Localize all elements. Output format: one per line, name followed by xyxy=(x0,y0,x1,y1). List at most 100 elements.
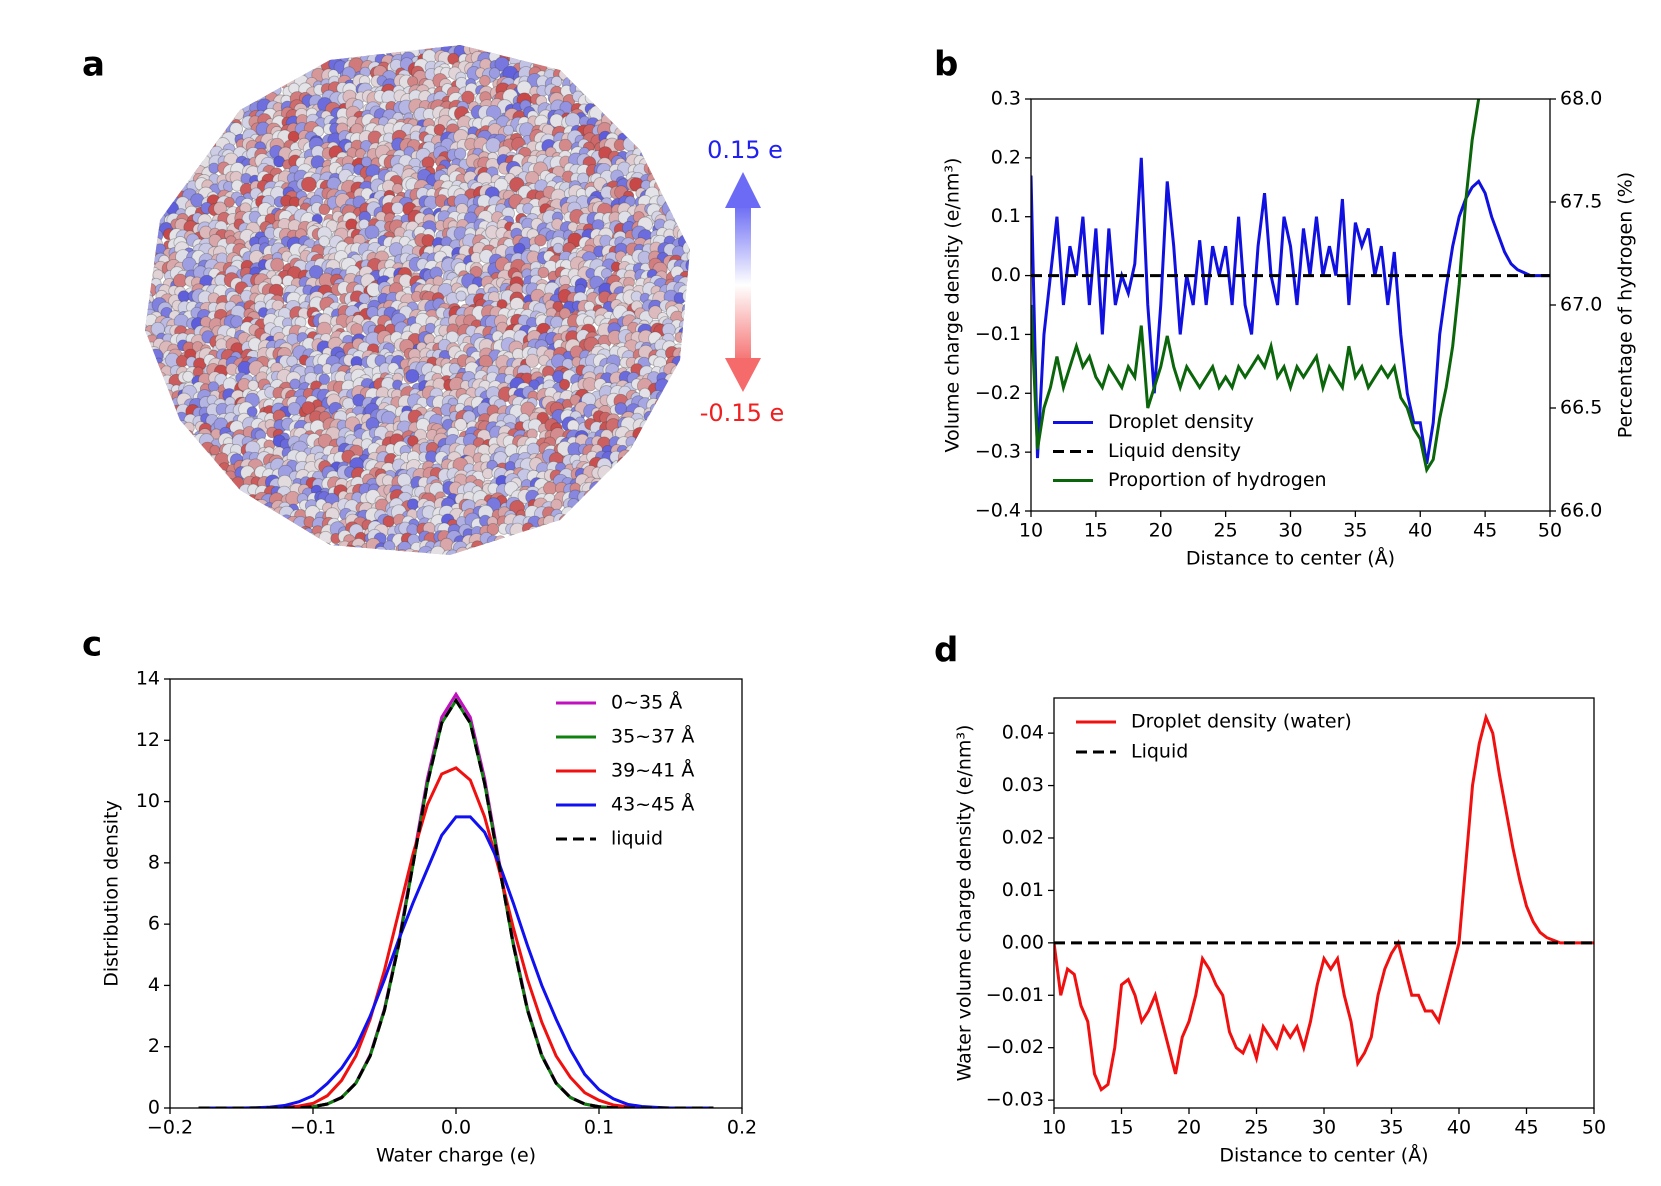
molecule xyxy=(327,45,343,52)
molecule xyxy=(686,76,690,92)
molecule xyxy=(145,508,147,522)
molecule xyxy=(621,500,638,517)
molecule xyxy=(225,485,240,500)
molecule xyxy=(208,495,221,508)
molecule xyxy=(601,100,614,113)
molecule xyxy=(370,549,382,555)
molecule xyxy=(145,163,156,177)
molecule xyxy=(190,101,203,114)
molecule xyxy=(152,531,165,544)
molecule xyxy=(231,45,245,59)
molecule xyxy=(686,524,690,539)
molecule xyxy=(183,146,196,158)
molecule xyxy=(150,86,166,102)
molecule xyxy=(216,547,231,555)
molecule xyxy=(167,83,182,99)
molecule xyxy=(156,76,172,92)
molecule xyxy=(145,282,157,298)
molecule xyxy=(654,441,669,456)
molecule xyxy=(145,434,157,448)
molecule xyxy=(642,63,654,75)
molecule xyxy=(668,394,685,411)
molecule xyxy=(207,463,219,475)
molecule xyxy=(216,98,229,112)
molecule xyxy=(152,379,167,393)
molecule xyxy=(496,539,512,555)
molecule xyxy=(159,484,172,497)
molecule xyxy=(159,45,172,50)
y2-tick-label: 66.0 xyxy=(1560,500,1602,522)
y-axis-label: Distribution density xyxy=(101,800,123,987)
molecule xyxy=(609,541,624,555)
molecule xyxy=(666,527,679,539)
molecule xyxy=(581,49,596,64)
y-tick-label: −0.3 xyxy=(975,441,1021,463)
molecule xyxy=(297,56,309,68)
molecule xyxy=(297,46,310,58)
molecule xyxy=(157,173,174,189)
molecule xyxy=(599,522,614,537)
molecule xyxy=(689,186,690,199)
molecule xyxy=(634,481,650,497)
molecule xyxy=(145,270,148,283)
molecule xyxy=(336,45,352,49)
molecule xyxy=(677,522,690,538)
molecule xyxy=(583,489,599,505)
molecule xyxy=(145,60,157,77)
molecule xyxy=(145,45,160,49)
molecule xyxy=(544,540,557,554)
molecule xyxy=(193,534,207,549)
y-tick-label: 0.01 xyxy=(1002,879,1044,901)
molecule xyxy=(566,528,583,545)
molecule xyxy=(145,442,153,458)
molecule xyxy=(679,473,690,489)
molecule xyxy=(671,491,684,504)
molecule xyxy=(182,539,194,551)
molecule xyxy=(145,470,151,483)
molecule xyxy=(603,501,616,514)
molecule xyxy=(239,66,256,82)
molecule xyxy=(146,97,160,112)
molecule xyxy=(624,62,638,76)
molecule xyxy=(670,72,686,88)
molecule xyxy=(631,85,646,101)
molecule xyxy=(689,210,690,226)
molecule xyxy=(657,161,670,175)
molecule xyxy=(145,55,149,68)
molecule xyxy=(655,390,670,404)
molecule xyxy=(614,103,629,117)
molecule xyxy=(527,540,544,555)
molecule xyxy=(145,413,156,427)
y2-axis-label: Percentage of hydrogen (%) xyxy=(1615,172,1637,438)
molecule xyxy=(145,172,146,185)
molecule xyxy=(214,481,228,496)
molecule xyxy=(263,534,275,546)
y-tick-label: 0.0 xyxy=(991,264,1021,286)
molecule xyxy=(681,68,690,82)
colorbar-max-label: 0.15 e xyxy=(707,136,783,164)
molecule xyxy=(576,502,589,515)
x-tick-label: 50 xyxy=(1538,520,1562,542)
molecule xyxy=(598,549,613,555)
molecule xyxy=(318,542,333,555)
molecule xyxy=(680,398,690,410)
molecule xyxy=(174,168,190,185)
molecule xyxy=(553,52,568,68)
molecule xyxy=(606,496,622,512)
x-tick-label: 20 xyxy=(1177,1117,1201,1139)
molecule xyxy=(560,550,572,555)
molecule xyxy=(673,383,686,396)
molecule xyxy=(173,131,189,148)
molecule xyxy=(559,378,571,390)
molecule xyxy=(678,130,690,145)
molecule xyxy=(331,543,344,555)
molecule xyxy=(585,524,601,540)
molecule xyxy=(485,45,502,52)
molecule xyxy=(688,420,690,433)
molecule xyxy=(175,107,189,121)
molecule xyxy=(586,87,599,100)
x-axis-label: Water charge (e) xyxy=(376,1145,536,1167)
molecule xyxy=(644,482,661,499)
molecule xyxy=(671,372,685,387)
molecule xyxy=(145,370,152,384)
